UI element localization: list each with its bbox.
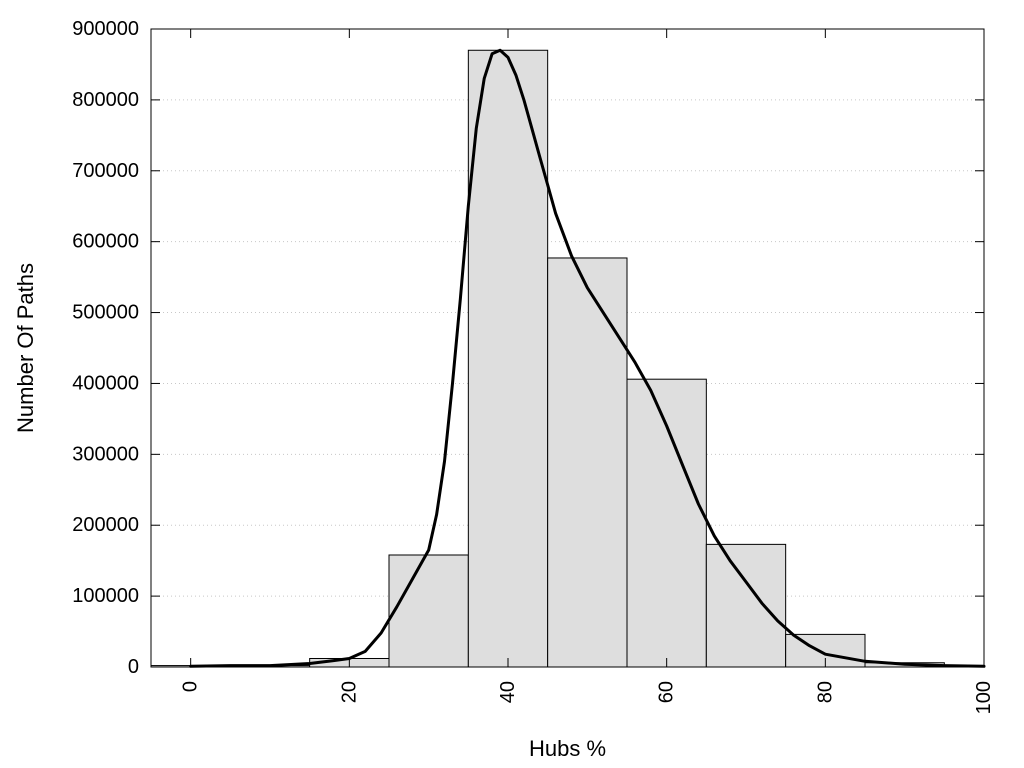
y-tick-label: 500000 [72,302,139,324]
y-tick-label: 600000 [72,231,139,253]
x-tick-label: 80 [814,681,836,703]
x-tick-label: 100 [973,681,995,714]
x-tick-label: 40 [497,681,519,703]
histogram-bars [150,49,985,668]
y-tick-label: 300000 [72,443,139,465]
y-tick-label: 100000 [72,585,139,607]
y-tick-labels: 0 100000 200000 300000 400000 500000 600000 700… [72,18,139,678]
y-tick-label: 900000 [72,18,139,40]
density-curve-layer [189,48,986,668]
y-tick-label: 700000 [72,160,139,182]
density-curve [189,48,986,668]
y-tick-label: 400000 [72,372,139,394]
y-tick-label: 200000 [72,514,139,536]
x-tick-label: 20 [338,681,360,703]
x-tick-label: 0 [180,681,202,692]
axis-ticks [151,28,985,668]
y-tick-label: 800000 [72,89,139,111]
x-axis-title: Hubs % [529,736,606,761]
histogram-bar-5 [547,257,628,668]
x-tick-label: 60 [656,681,678,703]
y-axis-title: Number Of Paths [13,263,38,433]
y-tick-label: 0 [128,656,139,678]
histogram-bar-7 [705,543,787,668]
plot-frame [150,28,985,668]
histogram-bar-3 [388,554,469,668]
x-tick-labels: 0 20 40 60 80 100 [180,681,995,714]
